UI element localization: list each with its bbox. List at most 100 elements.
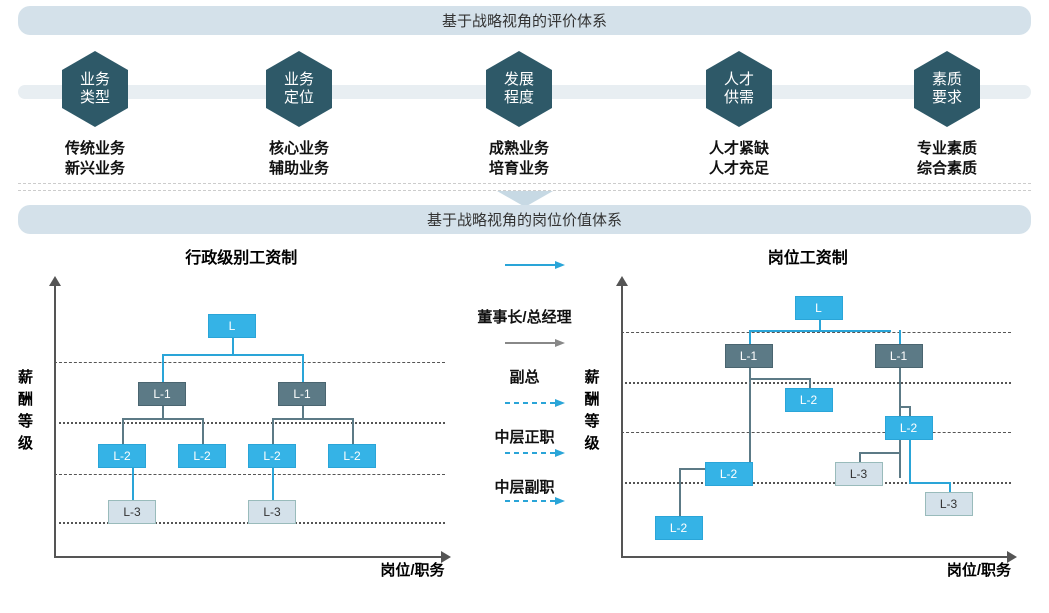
y-axis <box>621 282 623 558</box>
org-node: L-2 <box>98 444 146 468</box>
connector <box>202 418 204 444</box>
connector <box>859 452 899 454</box>
hexagon-4: 素质要求专业素质综合素质 <box>914 51 980 127</box>
connector <box>162 354 304 356</box>
hex-label: 业务类型 <box>62 71 128 107</box>
connector <box>122 418 124 444</box>
grid-line <box>621 432 1012 433</box>
connector <box>122 418 204 420</box>
y-axis <box>54 282 56 558</box>
transition-arrow-icon <box>505 264 565 266</box>
x-axis-label: 岗位/职务 <box>380 559 444 580</box>
hex-sublabel: 成熟业务培育业务 <box>456 139 582 179</box>
org-node: L-2 <box>248 444 296 468</box>
connector <box>232 338 234 354</box>
org-node: L-3 <box>835 462 883 486</box>
x-arrowhead-icon <box>1007 551 1017 563</box>
connector <box>749 378 809 380</box>
connector <box>749 330 751 344</box>
separator-1 <box>18 183 1031 184</box>
grid-line <box>54 474 445 475</box>
connector <box>899 406 909 408</box>
x-axis <box>54 556 445 558</box>
org-node: L-2 <box>328 444 376 468</box>
org-node: L-1 <box>278 382 326 406</box>
org-node: L-2 <box>178 444 226 468</box>
grid-line <box>621 332 1012 333</box>
x-axis <box>621 556 1012 558</box>
connector <box>272 468 274 500</box>
bottom-title-bar: 基于战略视角的岗位价值体系 <box>18 205 1031 234</box>
hexagon-0: 业务类型传统业务新兴业务 <box>62 51 128 127</box>
right-panel: 岗位工资制 薪酬等级岗位/职务LL-1L-1L-2L-2L-2L-3L-3L-2 <box>585 244 1032 580</box>
hex-label: 发展程度 <box>486 71 552 107</box>
middle-column: 董事长/总经理副总中层正职中层副职 <box>465 244 585 580</box>
right-chart: 薪酬等级岗位/职务LL-1L-1L-2L-2L-2L-3L-3L-2 <box>585 272 1032 580</box>
x-axis-label: 岗位/职务 <box>947 559 1011 580</box>
hex-label: 素质要求 <box>914 71 980 107</box>
y-axis-label: 薪酬等级 <box>585 367 600 455</box>
transition-arrow-icon <box>505 402 565 404</box>
y-arrowhead-icon <box>616 276 628 286</box>
role-label: 中层副职 <box>465 476 585 497</box>
grid-line <box>621 382 1012 384</box>
role-label: 中层正职 <box>465 426 585 447</box>
left-panel: 行政级别工资制 薪酬等级岗位/职务 L L-1 L-1 L-2 L-2 L-2 L-2 L-3 L… <box>18 244 465 580</box>
transition-arrow-icon <box>505 452 565 454</box>
bottom-section: 行政级别工资制 薪酬等级岗位/职务LL-1L-1L-2L-2L-2L-2L-3L… <box>0 240 1049 580</box>
org-node: L-2 <box>785 388 833 412</box>
hex-sublabel: 传统业务新兴业务 <box>32 139 158 179</box>
x-arrowhead-icon <box>441 551 451 563</box>
hexagon-row: 业务类型传统业务新兴业务 业务定位核心业务辅助业务 发展程度成熟业务培育业务 人才供需… <box>0 45 1049 175</box>
org-node: L-3 <box>248 500 296 524</box>
connector <box>352 418 354 444</box>
role-label: 副总 <box>465 366 585 387</box>
hexagon-2: 发展程度成熟业务培育业务 <box>486 51 552 127</box>
connector <box>749 368 751 468</box>
connector <box>162 406 164 418</box>
connector <box>302 354 304 382</box>
connector <box>809 378 811 388</box>
connector <box>909 440 911 482</box>
grid-line <box>54 422 445 424</box>
connector <box>132 468 134 500</box>
hex-sublabel: 专业素质综合素质 <box>884 139 1010 179</box>
org-node: L-3 <box>925 492 973 516</box>
connector <box>909 482 951 484</box>
grid-line <box>54 362 445 363</box>
org-node: L-1 <box>875 344 923 368</box>
hex-label: 人才供需 <box>706 71 772 107</box>
left-panel-title: 行政级别工资制 <box>18 244 465 268</box>
connector <box>859 452 861 462</box>
hex-sublabel: 人才紧缺人才充足 <box>676 139 802 179</box>
org-node: L <box>208 314 256 338</box>
connector <box>679 468 681 516</box>
org-node: L-1 <box>725 344 773 368</box>
left-chart: 薪酬等级岗位/职务 L L-1 L-1 L-2 L-2 L-2 L-2 L-3 L-3 <box>18 272 465 580</box>
hex-label: 业务定位 <box>266 71 332 107</box>
y-axis-label: 薪酬等级 <box>18 367 33 455</box>
hex-sublabel: 核心业务辅助业务 <box>236 139 362 179</box>
right-panel-title: 岗位工资制 <box>585 244 1032 268</box>
connector <box>819 320 821 330</box>
top-title-bar: 基于战略视角的评价体系 <box>18 6 1031 35</box>
hexagon-1: 业务定位核心业务辅助业务 <box>266 51 332 127</box>
connector <box>162 354 164 382</box>
hexagon-3: 人才供需人才紧缺人才充足 <box>706 51 772 127</box>
connector <box>272 418 354 420</box>
org-node: L-3 <box>108 500 156 524</box>
y-arrowhead-icon <box>49 276 61 286</box>
connector <box>899 330 901 344</box>
connector <box>949 482 951 492</box>
connector <box>909 406 911 416</box>
org-node: L-1 <box>138 382 186 406</box>
transition-arrow-icon <box>505 342 565 344</box>
connector <box>272 418 274 444</box>
org-node: L-2 <box>705 462 753 486</box>
org-node: L-2 <box>655 516 703 540</box>
connector <box>749 330 891 332</box>
org-node: L <box>795 296 843 320</box>
transition-arrow-icon <box>505 500 565 502</box>
org-node: L-2 <box>885 416 933 440</box>
role-label: 董事长/总经理 <box>465 306 585 327</box>
